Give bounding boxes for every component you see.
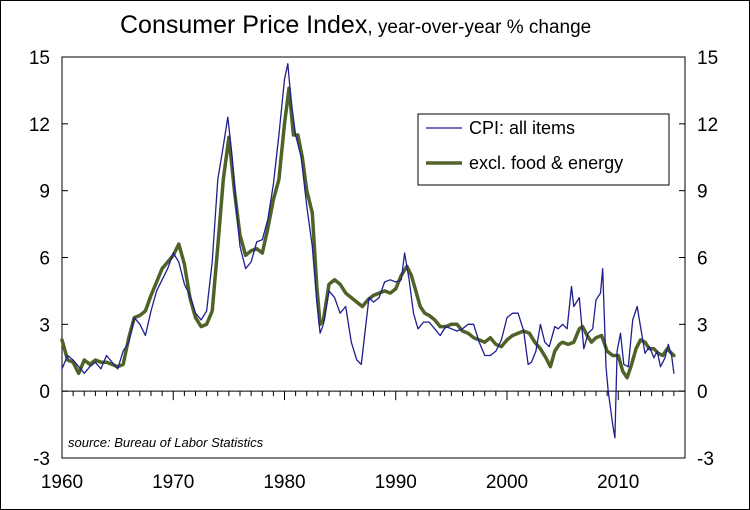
y-tick-label-left: 6 — [39, 249, 50, 270]
y-tick-label-right: 0 — [697, 382, 708, 403]
legend-label-core: excl. food & energy — [469, 153, 623, 173]
x-tick-label: 1960 — [41, 472, 83, 493]
y-tick-label-left: -3 — [33, 449, 50, 470]
legend-box — [417, 113, 670, 186]
y-tick-label-left: 0 — [39, 382, 50, 403]
y-tick-label-left: 9 — [39, 182, 50, 203]
chart-title: Consumer Price Index, year-over-year % c… — [120, 11, 591, 39]
y-tick-label-left: 12 — [29, 115, 50, 136]
y-tick-label-left: 3 — [39, 315, 50, 336]
y-tick-label-left: 15 — [29, 48, 50, 69]
y-tick-label-right: 15 — [697, 48, 718, 69]
x-tick-label: 2000 — [486, 472, 528, 493]
x-tick-label: 1980 — [263, 472, 305, 493]
svg-text:Consumer Price Index, year-ove: Consumer Price Index, year-over-year % c… — [120, 11, 591, 39]
y-tick-label-right: 9 — [697, 182, 708, 203]
title-main: Consumer Price Index — [120, 11, 368, 39]
x-tick-label: 1990 — [375, 472, 417, 493]
title-subtitle: , year-over-year % change — [367, 17, 591, 38]
series-lines — [60, 63, 676, 439]
source-note: source: Bureau of Labor Statistics — [68, 435, 264, 450]
legend-label-cpi: CPI: all items — [469, 118, 575, 138]
y-tick-label-right: 6 — [697, 249, 708, 270]
y-tick-label-right: -3 — [697, 449, 714, 470]
legend: CPI: all items excl. food & energy — [417, 113, 670, 186]
series-line-cpi-all-items — [61, 63, 675, 439]
y-tick-label-right: 12 — [697, 115, 718, 136]
x-tick-label: 1970 — [152, 472, 194, 493]
y-tick-label-right: 3 — [697, 315, 708, 336]
x-tick-label: 2010 — [597, 472, 639, 493]
